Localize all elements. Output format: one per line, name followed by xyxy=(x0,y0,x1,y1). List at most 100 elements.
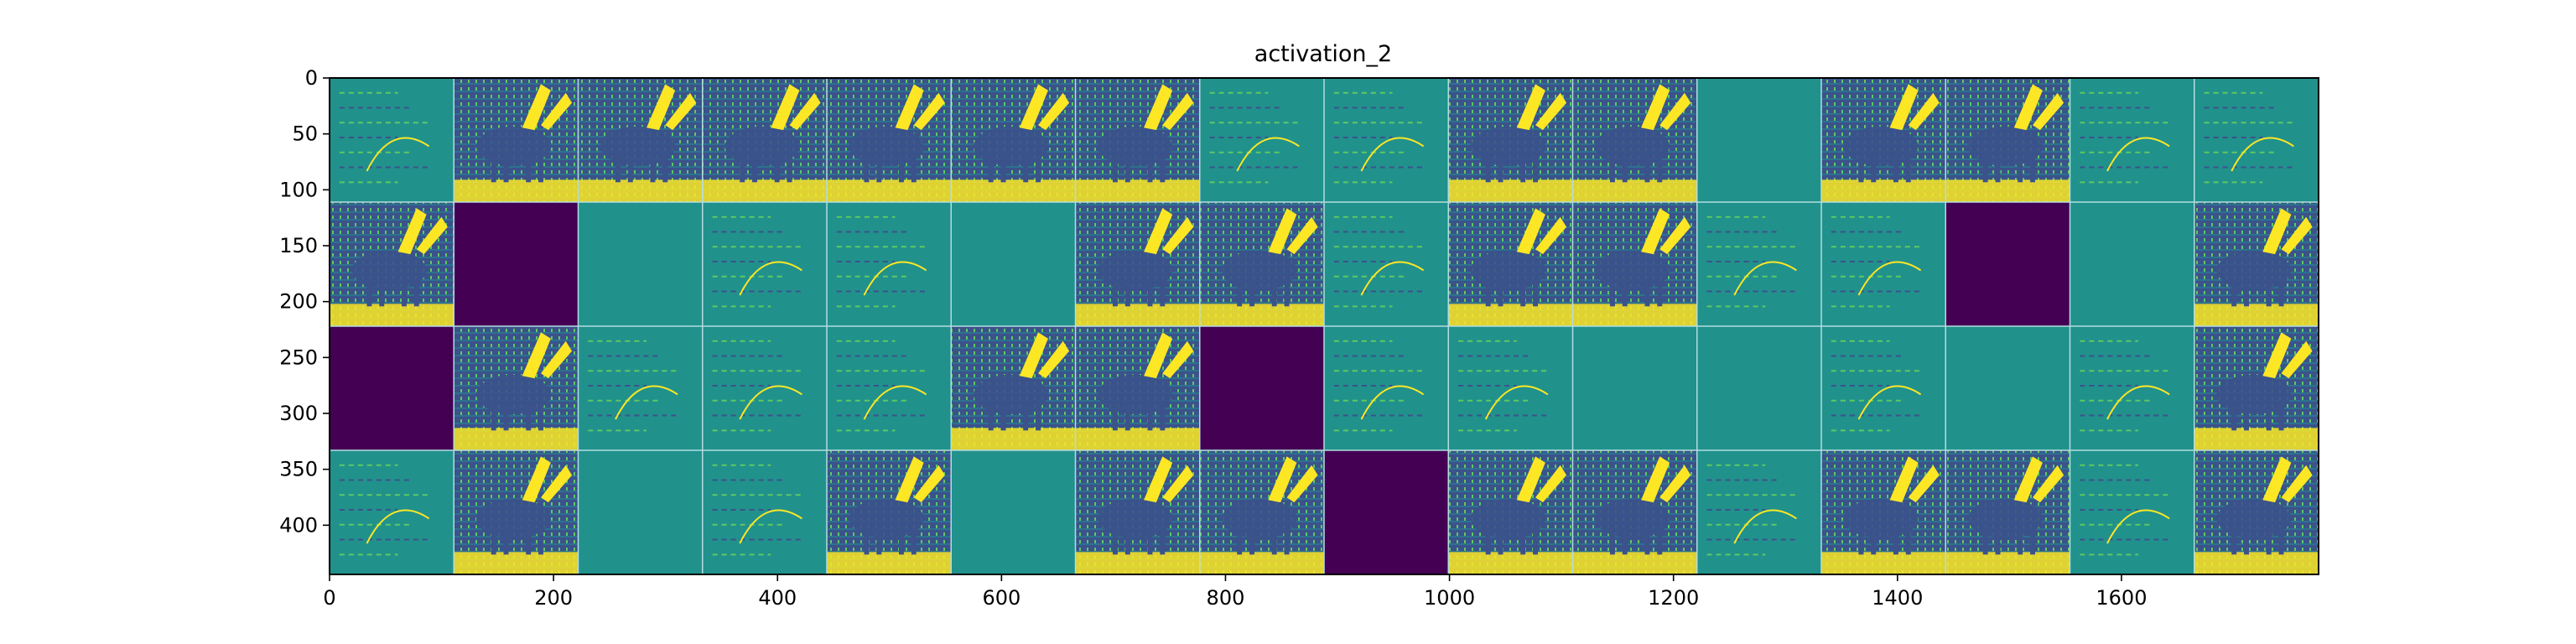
tile-wing xyxy=(397,208,427,255)
tile-fill xyxy=(1945,326,2070,450)
tile-leg xyxy=(1284,278,1290,307)
tile-ground xyxy=(1821,179,1946,202)
tile-fill xyxy=(1821,202,1946,326)
tile-ground xyxy=(1448,179,1573,202)
tile-leg xyxy=(1871,154,1877,183)
tile-wing xyxy=(2033,92,2064,131)
tile-leg xyxy=(1995,154,2001,183)
tile-leg xyxy=(413,278,419,307)
tile-leg xyxy=(1124,154,1130,183)
tile-leg xyxy=(1237,278,1243,307)
x-tick-label: 600 xyxy=(982,586,1021,610)
tile-leg xyxy=(1893,154,1898,183)
tile-edge-curve xyxy=(1857,261,1922,296)
tile-fill xyxy=(330,450,454,574)
tile-separators xyxy=(330,78,2319,574)
activation-tile xyxy=(1696,202,1821,326)
tile-wing xyxy=(1038,92,1070,131)
tile-leg xyxy=(1533,278,1538,307)
tile-leg xyxy=(2231,402,2237,431)
tile-ground xyxy=(1075,428,1200,450)
tile-ground xyxy=(827,179,952,202)
y-tick-label: 50 xyxy=(292,122,318,146)
tile-leg xyxy=(491,402,496,431)
tile-fill xyxy=(578,202,703,326)
tile-leg xyxy=(1271,527,1277,555)
activation-tile xyxy=(1075,78,1200,202)
y-tick-label: 0 xyxy=(305,66,318,90)
tile-edge-curve xyxy=(2106,385,2170,420)
tile-ground xyxy=(1075,179,1200,202)
tile-wing xyxy=(1908,92,1940,131)
tile-wing xyxy=(1659,465,1691,503)
tile-wing xyxy=(1286,465,1318,503)
activation-tiles xyxy=(330,78,2319,574)
tile-fill xyxy=(951,202,1076,326)
tile-wing xyxy=(1162,465,1194,503)
activation-tile xyxy=(1199,202,1324,326)
activation-tile xyxy=(454,202,579,326)
tile-leg xyxy=(401,278,407,307)
tile-leg xyxy=(1622,278,1628,307)
tile-ground xyxy=(578,179,703,202)
tile-wing xyxy=(895,84,924,131)
tile-fill xyxy=(1572,326,1697,450)
tile-ground xyxy=(454,428,579,450)
tile-leg xyxy=(526,527,532,555)
tile-fill xyxy=(1696,202,1821,326)
tile-wing xyxy=(1162,92,1194,131)
tile-edge-curve xyxy=(366,137,430,172)
tile-leg xyxy=(2278,278,2284,307)
tile-leg xyxy=(627,154,633,183)
tile-leg xyxy=(1609,154,1615,183)
tile-ground xyxy=(1572,179,1697,202)
tile-leg xyxy=(740,154,745,183)
tile-leg xyxy=(864,154,870,183)
activation-tile xyxy=(578,326,703,450)
x-tick-label: 800 xyxy=(1207,586,1245,610)
tile-leg xyxy=(1520,278,1526,307)
tile-ground xyxy=(827,552,952,574)
tile-leg xyxy=(2018,527,2023,555)
tile-wing xyxy=(1144,208,1173,255)
tile-leg xyxy=(2030,154,2035,183)
tile-leg xyxy=(1160,402,1166,431)
tile-leg xyxy=(1160,154,1166,183)
x-axis: 0 200 400 600 800 1000 1200 1400 1600 xyxy=(323,574,2147,610)
activation-tile xyxy=(1075,450,1200,574)
tile-leg xyxy=(538,527,543,555)
tile-leg xyxy=(1036,154,1041,183)
tile-edge-curve xyxy=(1360,385,1425,420)
tile-wing xyxy=(541,465,573,503)
tile-leg xyxy=(1533,154,1538,183)
tile-wing xyxy=(1268,456,1297,503)
activation-tile xyxy=(1448,450,1573,574)
tile-wing xyxy=(1162,340,1194,379)
tile-leg xyxy=(1871,527,1877,555)
tile-fill xyxy=(330,78,454,202)
tile-wing xyxy=(1144,456,1173,503)
tile-wing xyxy=(913,465,945,503)
tile-fill xyxy=(2194,78,2319,202)
y-tick-label: 200 xyxy=(279,290,318,314)
activation-tile xyxy=(2194,202,2319,326)
activation-tile xyxy=(1075,202,1200,326)
y-tick-label: 100 xyxy=(279,178,318,201)
tile-wing xyxy=(1038,340,1070,379)
activation-tile xyxy=(1572,450,1697,574)
tile-ground xyxy=(702,179,827,202)
tile-leg xyxy=(491,527,496,555)
tile-leg xyxy=(1622,527,1628,555)
tile-wing xyxy=(1162,216,1194,255)
tile-edge-curve xyxy=(1733,261,1797,296)
activation-tile xyxy=(951,326,1076,450)
tile-leg xyxy=(650,154,656,183)
tile-wing xyxy=(647,84,676,131)
activation-tile xyxy=(1324,450,1449,574)
tile-leg xyxy=(1112,154,1118,183)
tile-edge-curve xyxy=(739,385,802,420)
tile-leg xyxy=(1271,278,1277,307)
tile-leg xyxy=(2266,527,2272,555)
tile-leg xyxy=(1657,527,1663,555)
activation-tile xyxy=(951,450,1076,574)
